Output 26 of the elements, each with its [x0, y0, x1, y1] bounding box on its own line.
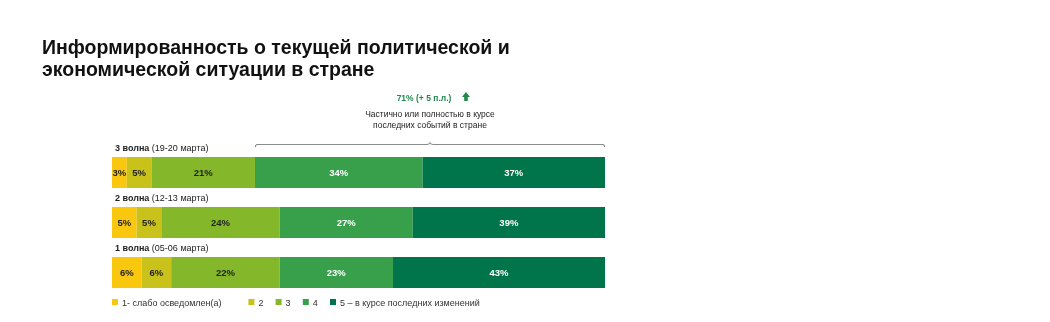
- y-tick-label: 1 волна (05-06 марта): [115, 243, 209, 253]
- data-label: 27%: [336, 217, 357, 228]
- data-label: 24%: [210, 217, 231, 228]
- data-label: 21%: [193, 167, 214, 178]
- data-label: 6%: [119, 267, 135, 278]
- legend-label: 1- слабо осведомлен(а): [122, 297, 222, 308]
- data-label: 5%: [117, 217, 132, 228]
- text: 71% (+ 5 п.л.): [396, 93, 452, 103]
- legend-label: 3: [285, 297, 291, 308]
- data-label: 3%: [112, 167, 127, 178]
- data-label: 43%: [489, 267, 510, 278]
- data-label: 22%: [215, 267, 236, 278]
- data-label: 34%: [329, 167, 349, 178]
- data-label: 37%: [504, 167, 524, 178]
- data-label: 5%: [142, 217, 157, 228]
- data-label: 6%: [149, 267, 164, 278]
- legend-label: 2: [258, 297, 264, 308]
- annotation: Частично или полностью в курсе последних событий в стране: [365, 109, 496, 130]
- y-tick-label: 2 волна (12-13 марта): [115, 193, 209, 203]
- chart-title: Информированность о текущей политической и экономической ситуации в стране: [42, 36, 510, 80]
- legend-label: 4: [312, 297, 318, 308]
- data-label: 23%: [326, 267, 347, 278]
- data-label: 39%: [499, 217, 519, 228]
- y-tick-label: 3 волна (19-20 марта): [115, 143, 209, 153]
- data-label: 5%: [132, 167, 147, 178]
- legend-label: 5 – в курсе последних изменений: [340, 297, 480, 308]
